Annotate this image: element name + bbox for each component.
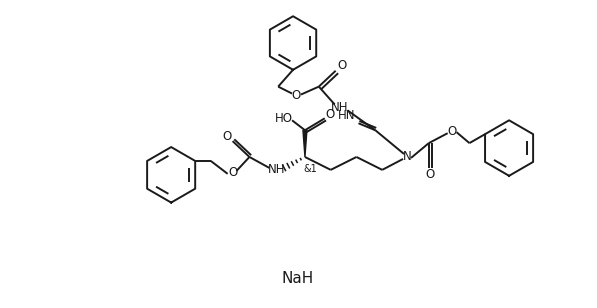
Polygon shape — [303, 130, 307, 157]
Text: O: O — [337, 59, 346, 72]
Text: NH: NH — [331, 101, 349, 114]
Text: N: N — [402, 151, 411, 164]
Text: HO: HO — [275, 112, 293, 125]
Text: HN: HN — [338, 109, 355, 122]
Text: O: O — [222, 130, 231, 143]
Text: O: O — [325, 108, 334, 121]
Text: &1: &1 — [303, 164, 317, 174]
Text: O: O — [425, 168, 435, 181]
Text: NaH: NaH — [282, 271, 314, 286]
Text: O: O — [291, 89, 301, 102]
Text: O: O — [228, 166, 237, 179]
Text: O: O — [447, 125, 456, 138]
Text: NH: NH — [267, 163, 285, 176]
